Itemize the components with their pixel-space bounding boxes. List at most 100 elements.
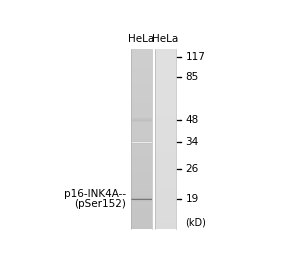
Bar (155, 109, 176, 110)
Bar (131, 103, 152, 104)
Bar (131, 148, 152, 149)
Bar (131, 200, 152, 201)
Bar (131, 191, 152, 192)
Bar (131, 85, 152, 86)
Bar (131, 212, 152, 213)
Bar (155, 96, 176, 97)
Bar (155, 183, 176, 184)
Bar (155, 218, 176, 219)
Bar (131, 171, 152, 172)
Bar (131, 163, 152, 164)
Bar (155, 80, 176, 81)
Bar (155, 160, 176, 161)
Bar (155, 202, 176, 203)
Bar (155, 154, 176, 155)
Bar (131, 152, 152, 153)
Bar (131, 57, 152, 58)
Bar (131, 165, 152, 166)
Bar (131, 102, 152, 103)
Bar (155, 116, 176, 117)
Bar (155, 222, 176, 223)
Bar (131, 112, 152, 113)
Bar (131, 170, 152, 171)
Bar (131, 133, 152, 134)
Bar (155, 107, 176, 108)
Bar (131, 110, 152, 111)
Bar (155, 119, 176, 120)
Bar (131, 96, 152, 97)
Bar (155, 190, 176, 191)
Bar (131, 78, 152, 79)
Bar (155, 172, 176, 173)
Bar (155, 94, 176, 95)
Bar (131, 56, 152, 57)
Bar (155, 208, 176, 209)
Bar (131, 207, 152, 208)
Bar (155, 188, 176, 189)
Bar (155, 158, 176, 159)
Bar (131, 66, 152, 67)
Bar (155, 86, 176, 87)
Bar (131, 67, 152, 68)
Bar (131, 198, 152, 199)
Bar (155, 213, 176, 214)
Bar (155, 192, 176, 193)
Bar (155, 133, 176, 134)
Bar (155, 131, 176, 132)
Bar (155, 139, 176, 140)
Bar (155, 153, 176, 154)
Bar (131, 128, 152, 129)
Bar (131, 113, 152, 114)
Bar (155, 138, 176, 139)
Bar (155, 92, 176, 93)
Bar (155, 224, 176, 225)
Bar (131, 116, 152, 117)
Bar (131, 189, 152, 190)
Bar (155, 73, 176, 74)
Bar (131, 82, 152, 83)
Bar (155, 136, 176, 137)
Bar (131, 157, 152, 158)
Bar (155, 58, 176, 59)
Bar (131, 146, 152, 147)
Bar (155, 219, 176, 220)
Bar (131, 87, 152, 88)
Text: (kD): (kD) (186, 218, 207, 228)
Bar (131, 166, 152, 167)
Bar (131, 224, 152, 225)
Bar (155, 140, 176, 141)
Bar (131, 117, 152, 118)
Bar (131, 202, 152, 203)
Bar (131, 144, 152, 145)
Bar (131, 155, 152, 156)
Bar (155, 112, 176, 113)
Bar (131, 127, 152, 128)
Bar (155, 134, 176, 135)
Bar (155, 150, 176, 151)
Bar (131, 168, 152, 169)
Text: 117: 117 (186, 52, 205, 62)
Bar (155, 170, 176, 171)
Bar (155, 167, 176, 168)
Bar (131, 90, 152, 91)
Bar (131, 73, 152, 74)
Bar (131, 150, 152, 151)
Bar (131, 197, 152, 198)
Bar (131, 151, 152, 152)
Bar (131, 104, 152, 105)
Bar (155, 162, 176, 163)
Bar (131, 206, 152, 207)
Bar (131, 95, 152, 96)
Bar (155, 97, 176, 98)
Bar (155, 179, 176, 180)
Bar (155, 69, 176, 70)
Bar (131, 83, 152, 84)
Bar (131, 69, 152, 70)
Bar (131, 221, 152, 222)
Bar (131, 80, 152, 81)
Bar (131, 227, 152, 228)
Bar (131, 49, 152, 50)
Bar (155, 87, 176, 88)
Bar (155, 56, 176, 57)
Bar (131, 123, 152, 124)
